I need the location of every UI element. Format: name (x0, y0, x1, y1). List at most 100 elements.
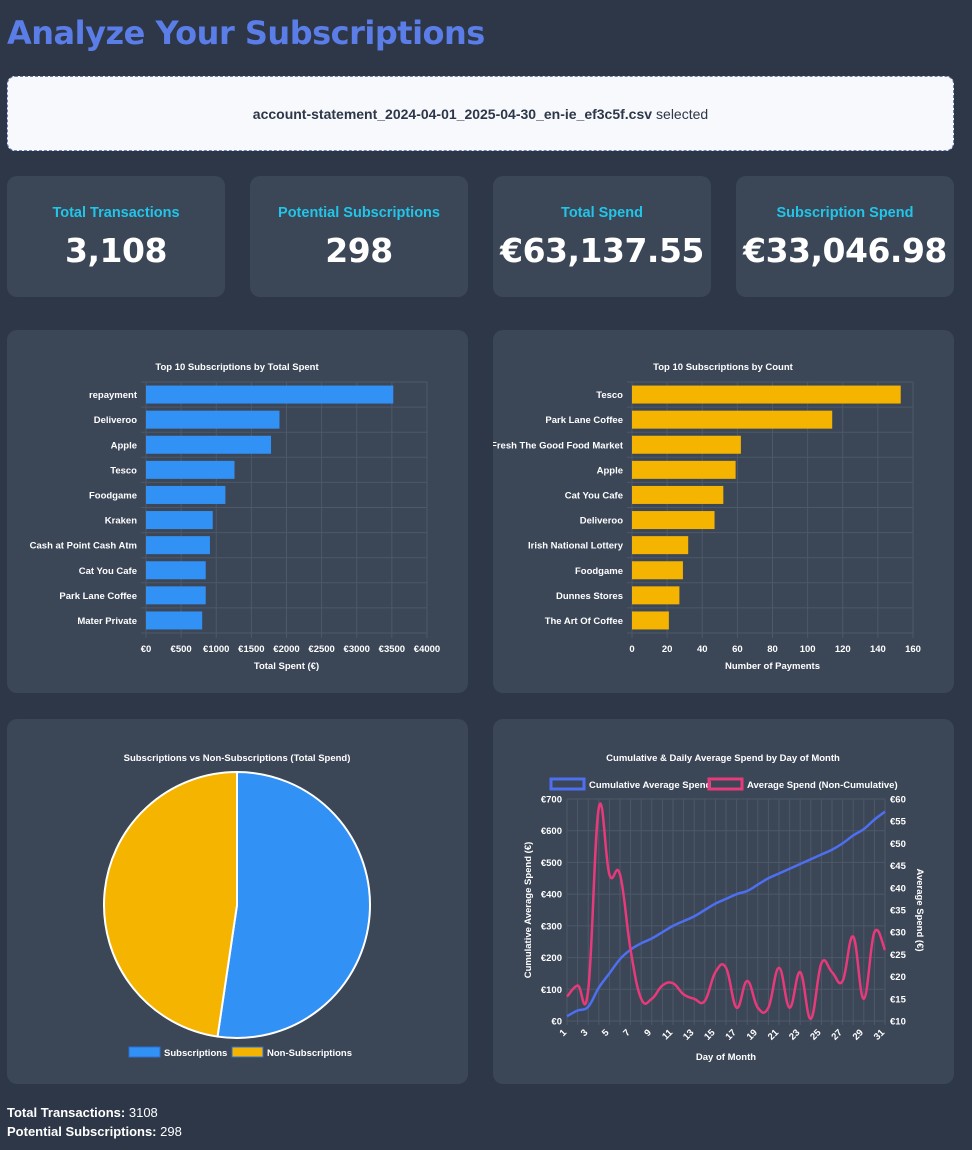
bar (146, 536, 210, 555)
y-left-tick-label: €0 (551, 1017, 562, 1028)
chart-panel-line: Cumulative & Daily Average Spend by Day … (493, 719, 954, 1084)
summary-label: Potential Subscriptions: (7, 1124, 157, 1139)
page-title: Analyze Your Subscriptions (7, 14, 485, 52)
bar (632, 385, 901, 404)
legend-swatch (231, 1046, 264, 1058)
x-tick-label: 15 (702, 1027, 718, 1043)
bar (632, 586, 680, 605)
y-left-tick-label: €200 (541, 953, 562, 964)
stat-label: Potential Subscriptions (278, 205, 440, 221)
x-tick-label: €3500 (379, 644, 405, 655)
x-tick-label: 21 (766, 1027, 782, 1043)
line-chart-day-of-month: Cumulative & Daily Average Spend by Day … (523, 753, 925, 1063)
x-tick-label: €1500 (238, 644, 264, 655)
x-tick-label: €3000 (344, 644, 370, 655)
y-left-tick-label: €400 (541, 890, 562, 901)
stat-card-subscription-spend: Subscription Spend €33,046.98 (736, 176, 954, 297)
pie-slice (102, 770, 238, 1038)
bar (146, 385, 394, 404)
y-tick-label: Foodgame (575, 566, 623, 577)
chart-panel-pie: Subscriptions vs Non-Subscriptions (Tota… (7, 719, 468, 1084)
pie-chart-subscriptions: Subscriptions vs Non-Subscriptions (Tota… (102, 753, 371, 1059)
stat-value: 3,108 (65, 231, 167, 270)
y-tick-label: Tesco (110, 465, 137, 476)
x-tick-label: 7 (621, 1027, 633, 1039)
y-tick-label: Park Lane Coffee (545, 415, 623, 426)
y-tick-label: Cat You Cafe (565, 490, 623, 501)
x-tick-label: 29 (851, 1027, 866, 1042)
y-left-axis-label: Cumulative Average Spend (€) (523, 842, 534, 979)
x-tick-label: 23 (787, 1027, 802, 1042)
series-line (566, 810, 886, 1018)
bar (146, 460, 235, 479)
x-tick-label: €0 (141, 644, 152, 655)
x-tick-label: 13 (681, 1027, 696, 1042)
y-right-tick-label: €60 (890, 795, 906, 806)
series-line (566, 802, 887, 1021)
stat-card-total-transactions: Total Transactions 3,108 (7, 176, 225, 297)
y-tick-label: Mater Private (77, 616, 137, 627)
summary-value: 3108 (128, 1105, 158, 1120)
bar (146, 561, 206, 580)
chart-title: Cumulative & Daily Average Spend by Day … (606, 753, 840, 764)
bar (146, 611, 203, 630)
legend-label: Non-Subscriptions (267, 1048, 352, 1059)
x-tick-label: 11 (660, 1027, 675, 1042)
y-right-tick-label: €50 (890, 839, 906, 850)
summary-potential-subscriptions: Potential Subscriptions: 298 (7, 1124, 182, 1139)
stat-card-potential-subscriptions: Potential Subscriptions 298 (250, 176, 468, 297)
y-tick-label: Cat You Cafe (79, 566, 137, 577)
x-tick-label: 20 (662, 644, 673, 655)
x-tick-label: 19 (745, 1027, 760, 1042)
legend-label: Subscriptions (164, 1048, 227, 1059)
y-tick-label: Apple (111, 440, 137, 451)
stat-value: €33,046.98 (743, 231, 947, 270)
y-tick-label: Deliveroo (580, 516, 623, 527)
y-tick-label: Fresh The Good Food Market (493, 440, 624, 451)
x-tick-label: 60 (732, 644, 743, 655)
y-left-tick-label: €600 (541, 826, 562, 837)
stat-value: 298 (325, 231, 393, 270)
x-tick-label: 31 (872, 1027, 888, 1043)
x-axis-label: Number of Payments (725, 661, 820, 672)
bar (632, 611, 669, 630)
y-tick-label: Kraken (105, 516, 137, 527)
bar (632, 435, 741, 454)
bar (632, 410, 833, 429)
x-tick-label: 160 (905, 644, 921, 655)
x-tick-label: €1000 (203, 644, 229, 655)
x-tick-label: 3 (579, 1027, 591, 1039)
stat-label: Total Spend (561, 205, 643, 221)
x-tick-label: €2500 (308, 644, 334, 655)
stat-card-total-spend: Total Spend €63,137.55 (493, 176, 711, 297)
y-right-axis-label: Average Spend (€) (914, 868, 925, 951)
x-tick-label: 40 (697, 644, 708, 655)
stat-label: Subscription Spend (776, 205, 914, 221)
y-right-tick-label: €40 (890, 883, 906, 894)
y-tick-label: Dunnes Stores (556, 591, 623, 602)
y-right-tick-label: €55 (890, 817, 907, 828)
file-upload-dropzone[interactable]: account-statement_2024-04-01_2025-04-30_… (7, 76, 954, 151)
x-tick-label: 100 (800, 644, 816, 655)
bar (632, 460, 736, 479)
pie-slice (216, 770, 371, 1039)
chart-panel-top-count: Top 10 Subscriptions by Count 0 20 40 60 80 10… (493, 330, 954, 693)
y-right-tick-label: €15 (890, 994, 907, 1005)
chart-title: Top 10 Subscriptions by Total Spent (155, 362, 319, 373)
bar (146, 485, 226, 504)
y-left-tick-label: €500 (541, 858, 562, 869)
x-tick-label: 27 (829, 1027, 844, 1042)
y-tick-label: Foodgame (89, 490, 137, 501)
summary-value: 298 (160, 1124, 182, 1139)
y-left-tick-label: €300 (541, 921, 562, 932)
stat-value: €63,137.55 (500, 231, 704, 270)
y-tick-label: Park Lane Coffee (59, 591, 137, 602)
x-tick-label: 17 (723, 1027, 738, 1042)
bar (632, 485, 724, 504)
summary-total-transactions: Total Transactions: 3108 (7, 1105, 158, 1120)
bar (632, 511, 715, 530)
x-tick-label: 5 (600, 1027, 612, 1039)
x-tick-label: 140 (870, 644, 886, 655)
x-tick-label: 0 (629, 644, 634, 655)
selected-file-name: account-statement_2024-04-01_2025-04-30_… (252, 105, 653, 122)
